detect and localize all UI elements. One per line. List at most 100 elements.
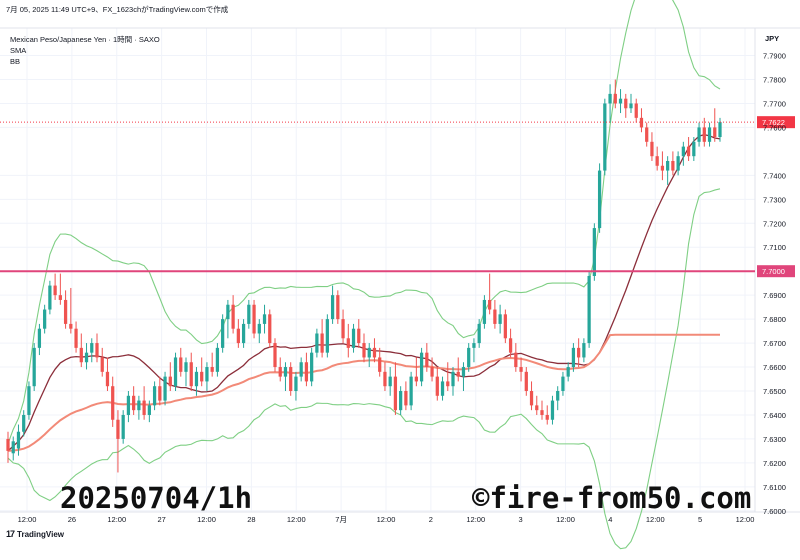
candle-body[interactable] xyxy=(692,141,696,157)
candle-body[interactable] xyxy=(461,367,466,377)
candle-body[interactable] xyxy=(262,314,267,324)
candle-body[interactable] xyxy=(357,328,361,344)
candle-body[interactable] xyxy=(304,362,309,382)
candle-body[interactable] xyxy=(6,438,10,451)
candle-body[interactable] xyxy=(435,376,439,396)
candle-body[interactable] xyxy=(346,338,350,348)
candle-body[interactable] xyxy=(351,328,356,348)
candle-body[interactable] xyxy=(456,371,460,377)
candles[interactable] xyxy=(6,79,722,473)
candle-body[interactable] xyxy=(121,414,125,439)
candle-body[interactable] xyxy=(147,405,151,415)
candle-body[interactable] xyxy=(283,367,288,377)
candle-body[interactable] xyxy=(105,371,110,387)
candle-body[interactable] xyxy=(63,299,68,324)
candle-body[interactable] xyxy=(37,328,42,348)
candle-body[interactable] xyxy=(686,146,691,157)
candle-body[interactable] xyxy=(210,367,214,372)
candle-body[interactable] xyxy=(388,376,392,387)
candle-body[interactable] xyxy=(681,146,685,157)
candle-body[interactable] xyxy=(142,400,146,415)
candle-body[interactable] xyxy=(372,347,377,358)
candle-body[interactable] xyxy=(215,347,220,372)
candle-body[interactable] xyxy=(666,160,670,171)
candle-body[interactable] xyxy=(718,122,722,138)
candle-body[interactable] xyxy=(451,371,455,387)
candle-body[interactable] xyxy=(655,156,659,166)
candle-body[interactable] xyxy=(320,333,324,353)
candle-body[interactable] xyxy=(90,343,94,353)
candle-body[interactable] xyxy=(299,362,303,377)
candle-body[interactable] xyxy=(707,127,712,142)
candle-body[interactable] xyxy=(74,328,78,348)
candle-body[interactable] xyxy=(315,333,319,353)
candle-body[interactable] xyxy=(310,352,314,382)
candle-body[interactable] xyxy=(163,376,167,401)
candle-body[interactable] xyxy=(226,304,230,320)
candle-body[interactable] xyxy=(425,352,429,368)
candle-body[interactable] xyxy=(592,228,596,276)
candle-body[interactable] xyxy=(236,328,240,344)
candle-body[interactable] xyxy=(498,314,502,324)
candle-body[interactable] xyxy=(582,343,586,358)
candle-body[interactable] xyxy=(467,347,471,368)
candle-body[interactable] xyxy=(430,367,434,377)
candle-body[interactable] xyxy=(414,376,418,382)
candle-body[interactable] xyxy=(137,400,141,411)
candle-body[interactable] xyxy=(179,357,183,372)
candle-body[interactable] xyxy=(111,386,115,420)
candle-body[interactable] xyxy=(189,362,193,387)
candle-body[interactable] xyxy=(550,400,555,420)
candle-body[interactable] xyxy=(247,304,251,324)
candle-body[interactable] xyxy=(69,323,73,329)
candle-body[interactable] xyxy=(289,367,293,391)
candle-body[interactable] xyxy=(221,319,225,348)
candle-body[interactable] xyxy=(613,93,617,104)
candle-body[interactable] xyxy=(126,395,131,415)
candle-body[interactable] xyxy=(173,357,178,387)
candle-body[interactable] xyxy=(419,352,424,382)
candle-body[interactable] xyxy=(257,323,261,334)
candle-body[interactable] xyxy=(194,371,199,387)
candle-body[interactable] xyxy=(519,367,523,372)
candle-body[interactable] xyxy=(268,314,272,344)
candle-body[interactable] xyxy=(16,431,21,449)
candle-body[interactable] xyxy=(697,127,701,142)
candle-body[interactable] xyxy=(100,357,104,372)
candle-body[interactable] xyxy=(529,391,534,406)
candle-body[interactable] xyxy=(336,295,340,320)
candle-body[interactable] xyxy=(650,141,654,157)
candle-body[interactable] xyxy=(639,117,644,128)
candle-body[interactable] xyxy=(561,376,565,391)
candle-body[interactable] xyxy=(252,304,256,334)
candle-body[interactable] xyxy=(545,414,549,420)
candle-body[interactable] xyxy=(482,299,487,324)
candle-body[interactable] xyxy=(488,299,492,310)
candle-body[interactable] xyxy=(477,323,481,344)
candle-body[interactable] xyxy=(671,160,675,171)
candle-body[interactable] xyxy=(524,371,528,391)
candle-body[interactable] xyxy=(624,98,628,109)
candle-body[interactable] xyxy=(11,441,15,454)
candle-body[interactable] xyxy=(399,391,403,411)
candle-body[interactable] xyxy=(205,367,209,382)
candle-body[interactable] xyxy=(84,352,89,363)
candle-body[interactable] xyxy=(702,127,706,142)
time-axis[interactable]: 12:00 26 12:00 27 12:00 28 12:00 7月 12:00 2 12:00 3… xyxy=(18,515,755,524)
candle-body[interactable] xyxy=(152,386,157,406)
price-axis[interactable]: 7.7900 7.7800 7.7700 7.7600 7.7400 7.7300 7.72… xyxy=(763,52,786,516)
candle-body[interactable] xyxy=(168,376,172,387)
candle-body[interactable] xyxy=(330,295,335,320)
candle-body[interactable] xyxy=(645,127,649,142)
candle-body[interactable] xyxy=(618,98,623,104)
candle-body[interactable] xyxy=(608,93,612,104)
candle-body[interactable] xyxy=(493,309,497,324)
candle-body[interactable] xyxy=(556,391,560,401)
candle-body[interactable] xyxy=(603,103,607,171)
candle-body[interactable] xyxy=(294,376,298,391)
candle-body[interactable] xyxy=(508,338,513,353)
candle-body[interactable] xyxy=(440,381,445,396)
candle-body[interactable] xyxy=(278,367,282,377)
candle-body[interactable] xyxy=(378,357,382,372)
